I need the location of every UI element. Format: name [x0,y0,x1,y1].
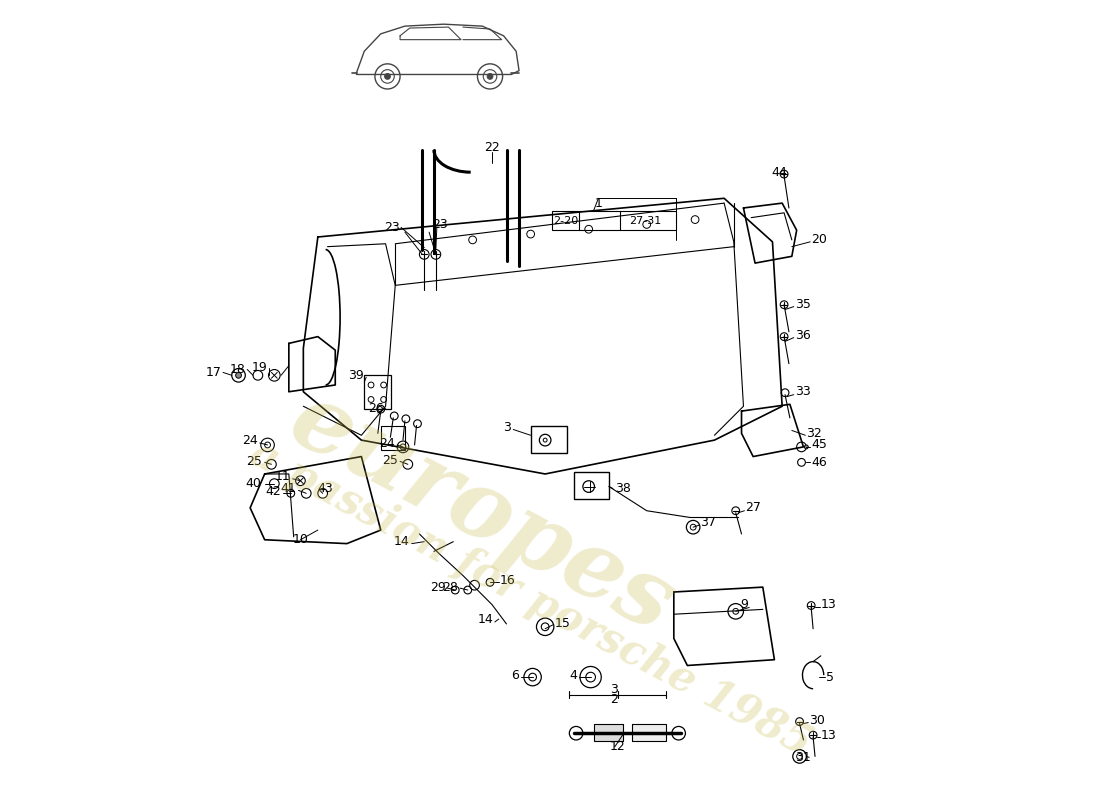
Text: 23: 23 [384,221,400,234]
Text: 39: 39 [349,369,364,382]
Text: 30: 30 [810,714,825,727]
Text: 37: 37 [700,516,716,529]
Circle shape [487,74,493,79]
Text: 38: 38 [615,482,630,495]
Text: 44: 44 [771,166,786,178]
Text: 3: 3 [610,683,618,696]
Circle shape [804,445,808,449]
Text: 20: 20 [811,234,827,246]
Text: 13: 13 [821,729,837,742]
Text: 15: 15 [554,618,571,630]
Text: 14: 14 [394,535,409,548]
Text: 11: 11 [275,470,290,483]
Text: 23: 23 [432,218,448,231]
Text: 4: 4 [569,669,578,682]
Text: 2: 2 [610,693,618,706]
Text: 24: 24 [242,434,257,446]
Text: 42: 42 [265,485,282,498]
Text: 25: 25 [246,455,262,468]
Text: 13: 13 [821,598,837,611]
Text: 14: 14 [478,613,494,626]
Text: 12: 12 [610,740,626,754]
Text: 5: 5 [826,670,834,684]
Bar [381,426,405,450]
Text: 28: 28 [442,581,458,594]
Text: 32: 32 [806,427,822,440]
Text: 43: 43 [318,482,333,495]
Text: europes: europes [275,374,690,651]
Text: 45: 45 [811,438,827,451]
Text: 18: 18 [230,363,245,376]
Text: 22: 22 [484,141,500,154]
Text: 36: 36 [794,329,811,342]
Text: 6: 6 [512,669,519,682]
Text: 46: 46 [811,456,827,469]
Bar [530,426,568,453]
Text: 19: 19 [252,361,267,374]
Text: 27: 27 [746,502,761,514]
Circle shape [235,373,241,378]
Bar [552,211,675,230]
Text: 26: 26 [367,402,384,414]
Bar [594,723,623,741]
Text: 33: 33 [794,386,811,398]
Text: 41: 41 [280,482,297,495]
Text: 24: 24 [379,437,395,450]
Text: 3: 3 [504,421,512,434]
Bar [574,472,609,499]
Text: 27-31: 27-31 [629,215,661,226]
Text: 9: 9 [740,598,748,611]
Text: 10: 10 [293,534,309,546]
Circle shape [385,74,390,79]
Text: 40: 40 [246,477,262,490]
Text: 17: 17 [206,366,221,379]
Text: 1: 1 [594,197,603,210]
Text: 31: 31 [795,751,811,764]
Bar [364,375,392,409]
Text: 29: 29 [430,581,446,594]
Text: 35: 35 [794,298,811,311]
Text: a passion for porsche 1985: a passion for porsche 1985 [243,431,818,764]
Text: 25: 25 [383,454,398,467]
Text: 16: 16 [499,574,516,587]
Text: 2-20: 2-20 [553,215,579,226]
Bar [632,723,667,741]
